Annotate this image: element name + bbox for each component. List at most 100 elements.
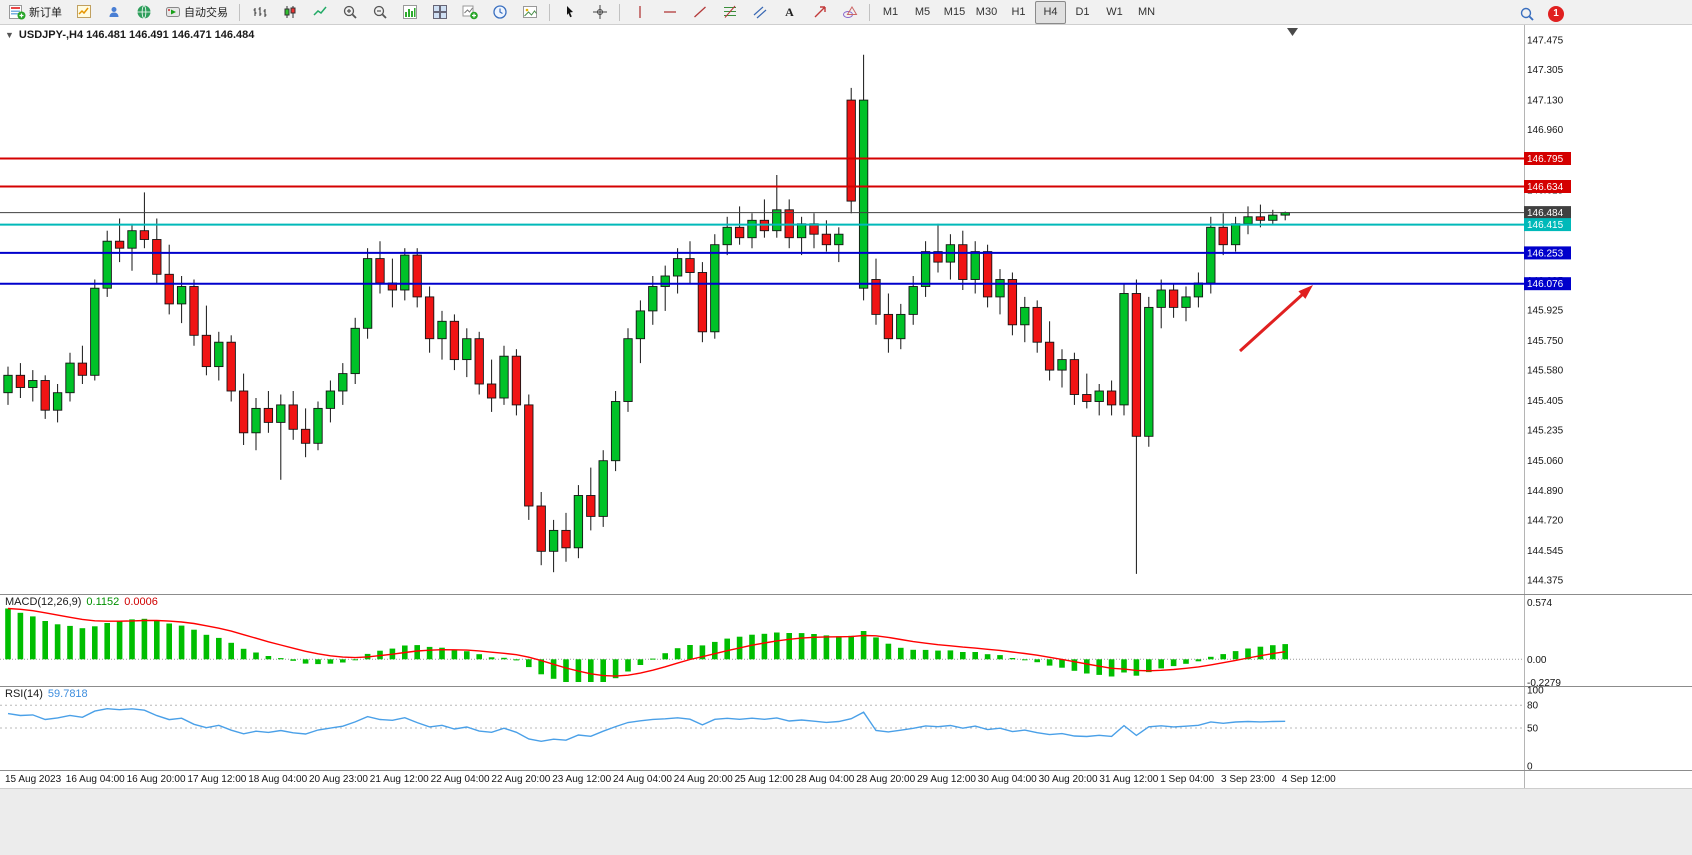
candle <box>586 495 596 517</box>
crosshair-button[interactable] <box>585 1 614 24</box>
macd-bar <box>154 620 160 660</box>
arrow-label-button[interactable] <box>805 1 834 24</box>
rsi-name: RSI(14) <box>5 688 43 700</box>
macd-bar <box>947 650 954 660</box>
candle <box>1044 341 1055 371</box>
community-button[interactable] <box>129 1 158 24</box>
candle <box>176 286 187 305</box>
crosshair-icon <box>592 5 607 19</box>
macd-bar <box>1146 659 1152 673</box>
macd-bar <box>588 659 594 682</box>
tile-windows-button[interactable] <box>425 1 454 24</box>
toolbar-separator <box>239 3 240 21</box>
macd-bar <box>290 659 296 661</box>
macd-bar <box>116 621 123 660</box>
price-tick: 147.475 <box>1527 36 1564 47</box>
shapes-button[interactable] <box>835 1 864 24</box>
macd-bar <box>922 649 929 660</box>
timeframe-group: M1 M5 M15 M30 H1 H4 D1 W1 MN <box>875 0 1162 24</box>
fibonacci-button[interactable] <box>715 1 744 24</box>
chart-header: ▼ USDJPY-,H4 146.481 146.491 146.471 146… <box>5 29 254 41</box>
charts-button[interactable] <box>69 1 98 24</box>
tf-button-h4[interactable]: H4 <box>1035 0 1066 24</box>
clock-icon <box>492 5 507 19</box>
tf-button-w1[interactable]: W1 <box>1106 6 1123 18</box>
new-order-button[interactable]: 新订单 <box>3 1 68 24</box>
annotation-arrow[interactable] <box>1238 289 1308 353</box>
tf-button-mn[interactable]: MN <box>1137 6 1156 18</box>
candle <box>908 286 918 315</box>
macd-bar <box>650 658 656 660</box>
vertical-line-icon <box>638 6 641 18</box>
autotrading-button[interactable]: 自动交易 <box>159 1 234 24</box>
text-tool-button[interactable]: A <box>775 1 804 24</box>
tf-button-m1[interactable]: M1 <box>882 6 899 18</box>
macd-bar <box>42 621 48 660</box>
macd-bar <box>476 654 482 660</box>
search-icon <box>1520 7 1534 21</box>
time-axis-label: 16 Aug 20:00 <box>127 774 186 785</box>
macd-name: MACD(12,26,9) <box>5 596 82 608</box>
macd-bar <box>166 623 172 660</box>
zoom-out-button[interactable] <box>365 1 394 24</box>
chart-plot[interactable]: 147.475147.305147.130146.960146.785146.6… <box>0 25 1692 855</box>
price-label-text: 146.076 <box>1527 279 1564 290</box>
macd-bar <box>984 654 991 660</box>
macd-bar <box>216 637 222 660</box>
rsi-scale-label: 100 <box>1527 686 1544 697</box>
bar-chart-button[interactable] <box>245 1 274 24</box>
tf-button-m5[interactable]: M5 <box>914 6 931 18</box>
macd-bar <box>749 634 755 660</box>
notification-badge[interactable]: 1 <box>1548 5 1564 22</box>
price-tick: 144.375 <box>1527 576 1564 587</box>
add-indicator-button[interactable] <box>455 1 484 24</box>
line-chart-button[interactable] <box>305 1 334 24</box>
zoom-in-button[interactable] <box>335 1 364 24</box>
candle <box>871 279 881 315</box>
templates-button[interactable] <box>515 1 544 24</box>
shapes-icon <box>842 6 857 18</box>
price-tick: 144.720 <box>1527 515 1564 526</box>
macd-bar <box>1220 654 1226 660</box>
tf-button-d1[interactable]: D1 <box>1075 6 1090 18</box>
candle <box>325 390 336 409</box>
candle <box>28 380 38 388</box>
macd-bar <box>451 650 458 660</box>
tf-button-m30[interactable]: M30 <box>975 6 998 18</box>
trendline-button[interactable] <box>685 1 714 24</box>
candlestick-chart-button[interactable] <box>275 1 304 24</box>
price-tick: 145.405 <box>1527 396 1564 407</box>
tf-button-h1[interactable]: H1 <box>1011 6 1026 18</box>
candle <box>114 240 125 249</box>
candle <box>610 401 621 462</box>
time-axis-label: 31 Aug 12:00 <box>1099 774 1158 785</box>
candle <box>1007 279 1018 326</box>
candle <box>722 226 732 246</box>
candle <box>1206 226 1216 284</box>
macd-bar <box>1046 659 1053 666</box>
cursor-button[interactable] <box>555 1 584 24</box>
time-axis-label: 25 Aug 12:00 <box>735 774 794 785</box>
macd-bar <box>625 659 631 672</box>
price-tick: 147.130 <box>1527 96 1564 107</box>
price-label-box <box>1524 218 1571 232</box>
indicators-button[interactable] <box>395 1 424 24</box>
channel-button[interactable] <box>745 1 774 24</box>
candle <box>1094 390 1104 402</box>
macd-bar <box>960 652 966 660</box>
collapse-icon[interactable]: ▼ <box>5 30 14 40</box>
profiles-button[interactable] <box>99 1 128 24</box>
horizontal-line-button[interactable] <box>655 1 684 24</box>
vertical-line-button[interactable] <box>625 1 654 24</box>
toolbar-separator <box>549 3 550 21</box>
candle <box>40 380 50 411</box>
macd-bar <box>860 631 867 660</box>
time-axis-label: 22 Aug 04:00 <box>431 774 490 785</box>
tf-button-m15[interactable]: M15 <box>943 6 966 18</box>
macd-bar <box>687 645 693 660</box>
search-button[interactable] <box>1512 2 1541 25</box>
time-axis-label: 23 Aug 12:00 <box>552 774 611 785</box>
periods-button[interactable] <box>485 1 514 24</box>
candle <box>3 374 13 394</box>
macd-bar <box>426 646 433 660</box>
